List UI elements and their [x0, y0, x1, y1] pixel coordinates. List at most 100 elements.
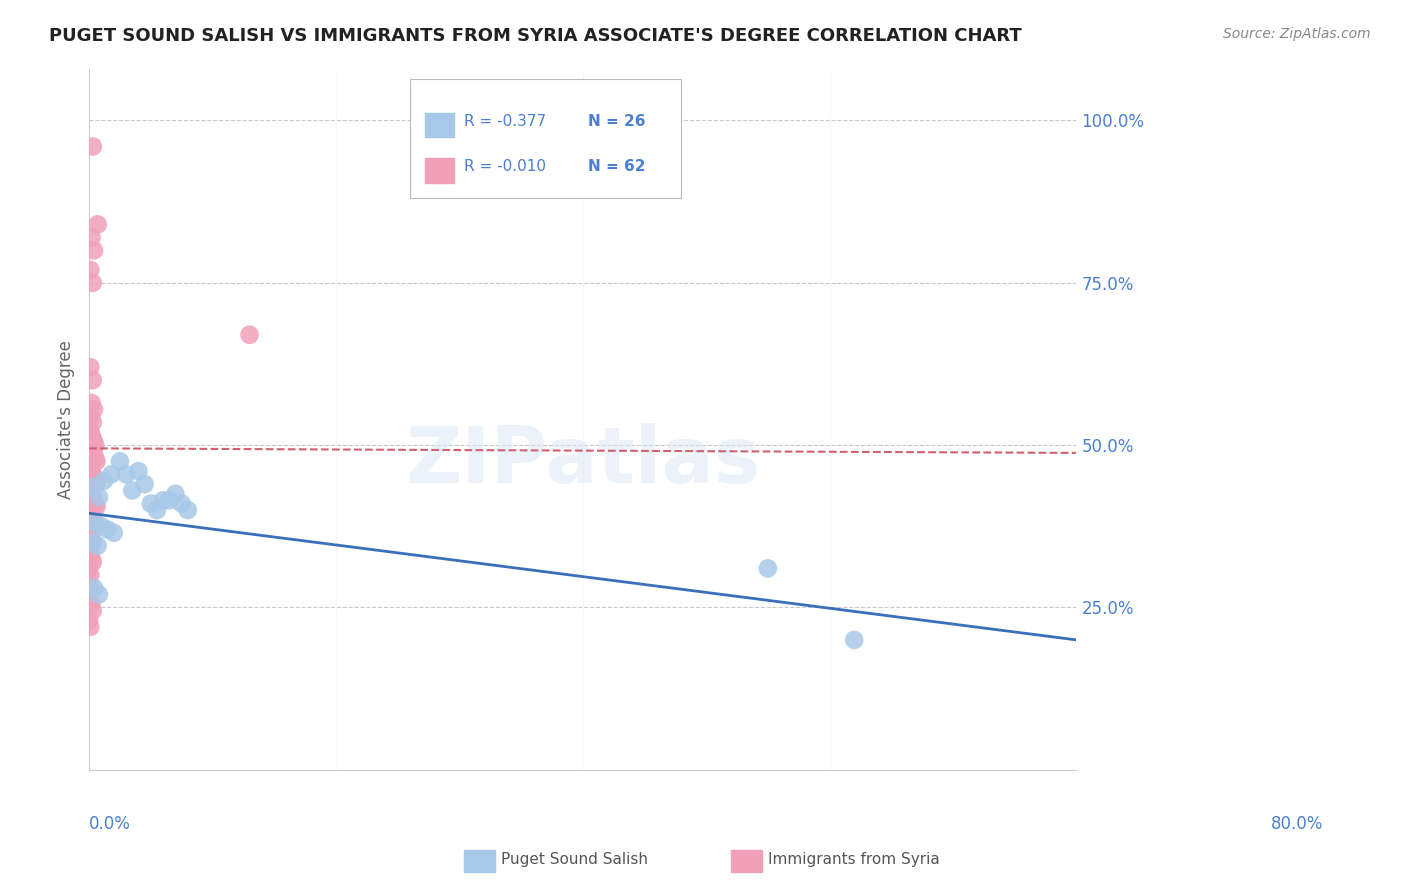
Point	[139, 497, 162, 511]
Point	[79, 529, 101, 543]
Point	[82, 604, 104, 618]
Point	[79, 360, 101, 375]
Point	[82, 535, 104, 549]
Point	[127, 464, 149, 478]
Text: ZIPatlas: ZIPatlas	[405, 423, 761, 500]
Point	[83, 244, 105, 258]
Point	[83, 402, 105, 417]
Point	[82, 555, 104, 569]
FancyBboxPatch shape	[411, 79, 682, 198]
Point	[84, 516, 107, 530]
Point	[77, 503, 100, 517]
Text: Source: ZipAtlas.com: Source: ZipAtlas.com	[1223, 27, 1371, 41]
Point	[77, 541, 100, 556]
Text: N = 62: N = 62	[588, 159, 645, 174]
Point	[82, 139, 104, 153]
Point	[152, 493, 174, 508]
Point	[79, 460, 101, 475]
Text: R = -0.377: R = -0.377	[464, 113, 547, 128]
Point	[83, 516, 105, 530]
Point	[84, 474, 107, 488]
Point	[80, 230, 103, 244]
Point	[103, 525, 125, 540]
Point	[77, 561, 100, 575]
Point	[86, 218, 108, 232]
Point	[84, 451, 107, 466]
Point	[90, 519, 112, 533]
Point	[82, 513, 104, 527]
Point	[83, 470, 105, 484]
Point	[80, 551, 103, 566]
Point	[86, 500, 108, 514]
Point	[84, 519, 107, 533]
Point	[108, 454, 131, 468]
Point	[87, 587, 110, 601]
Point	[165, 487, 187, 501]
Point	[756, 561, 779, 575]
Point	[170, 497, 193, 511]
Point	[79, 545, 101, 559]
Point	[84, 438, 107, 452]
Point	[79, 568, 101, 582]
Point	[86, 454, 108, 468]
Point	[80, 487, 103, 501]
Point	[83, 448, 105, 462]
Point	[79, 584, 101, 599]
Point	[77, 438, 100, 452]
Point	[82, 432, 104, 446]
Point	[77, 578, 100, 592]
Point	[83, 581, 105, 595]
Point	[84, 497, 107, 511]
Point	[82, 467, 104, 482]
Text: 0.0%: 0.0%	[89, 815, 131, 833]
Point	[80, 464, 103, 478]
Point	[100, 467, 122, 482]
Point	[97, 523, 120, 537]
Point	[86, 539, 108, 553]
Point	[82, 373, 104, 387]
Point	[77, 458, 100, 472]
Point	[79, 425, 101, 439]
Point	[83, 493, 105, 508]
Point	[82, 490, 104, 504]
Point	[82, 276, 104, 290]
Point	[80, 444, 103, 458]
Point	[82, 480, 104, 494]
Point	[82, 448, 104, 462]
Point	[87, 490, 110, 504]
Point	[121, 483, 143, 498]
Point	[79, 262, 101, 277]
Y-axis label: Associate's Degree: Associate's Degree	[58, 340, 75, 499]
Text: Immigrants from Syria: Immigrants from Syria	[768, 852, 939, 867]
Point	[79, 483, 101, 498]
Text: PUGET SOUND SALISH VS IMMIGRANTS FROM SYRIA ASSOCIATE'S DEGREE CORRELATION CHART: PUGET SOUND SALISH VS IMMIGRANTS FROM SY…	[49, 27, 1022, 45]
Point	[77, 422, 100, 436]
Point	[238, 327, 260, 342]
Point	[80, 597, 103, 611]
Point	[79, 620, 101, 634]
Point	[844, 632, 866, 647]
Text: 80.0%: 80.0%	[1271, 815, 1323, 833]
Point	[80, 509, 103, 524]
Text: N = 26: N = 26	[588, 113, 645, 128]
Point	[146, 503, 169, 517]
Point	[77, 614, 100, 628]
Point	[82, 535, 104, 549]
Point	[93, 474, 115, 488]
Point	[79, 442, 101, 456]
Text: Puget Sound Salish: Puget Sound Salish	[501, 852, 648, 867]
Point	[77, 525, 100, 540]
Point	[80, 533, 103, 547]
Bar	[425, 158, 454, 183]
Point	[79, 506, 101, 520]
Point	[83, 434, 105, 449]
Point	[80, 428, 103, 442]
Point	[134, 477, 156, 491]
Point	[80, 396, 103, 410]
Point	[82, 416, 104, 430]
Point	[157, 493, 180, 508]
Point	[86, 477, 108, 491]
Text: R = -0.010: R = -0.010	[464, 159, 547, 174]
Point	[77, 480, 100, 494]
Bar	[425, 112, 454, 137]
